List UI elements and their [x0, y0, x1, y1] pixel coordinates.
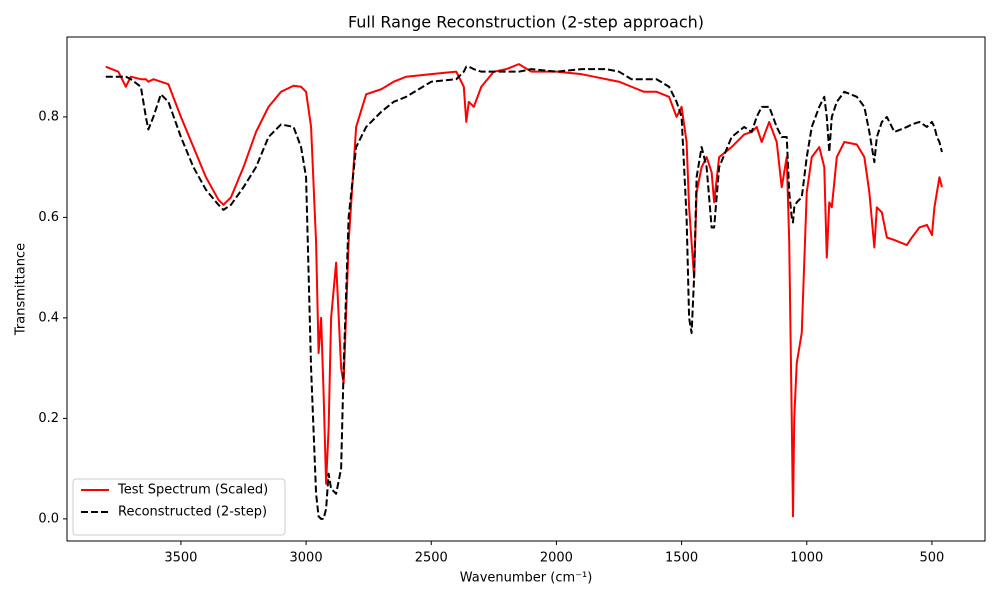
y-tick-label: 0.8 [38, 109, 59, 124]
x-tick-label: 1000 [790, 551, 823, 566]
legend-label: Test Spectrum (Scaled) [117, 483, 268, 498]
y-tick-label: 0.0 [38, 511, 59, 526]
x-tick-label: 500 [920, 551, 945, 566]
x-tick-label: 1500 [665, 551, 698, 566]
y-axis-label: Transmittance [14, 243, 29, 336]
x-tick-label: 2500 [415, 551, 448, 566]
plot-frame [66, 36, 986, 542]
chart-title: Full Range Reconstruction (2-step approa… [348, 13, 704, 32]
legend-box [72, 478, 286, 536]
x-axis-label: Wavenumber (cm⁻¹) [460, 571, 593, 586]
series-line [105, 65, 943, 520]
x-tick-label: 2000 [540, 551, 573, 566]
y-tick-label: 0.2 [38, 411, 59, 426]
y-tick-label: 0.4 [38, 310, 59, 325]
legend-label: Reconstructed (2-step) [118, 505, 267, 520]
x-tick-label: 3000 [290, 551, 323, 566]
x-tick-label: 3500 [164, 551, 197, 566]
y-tick-label: 0.6 [38, 210, 59, 225]
series-line [105, 63, 943, 518]
